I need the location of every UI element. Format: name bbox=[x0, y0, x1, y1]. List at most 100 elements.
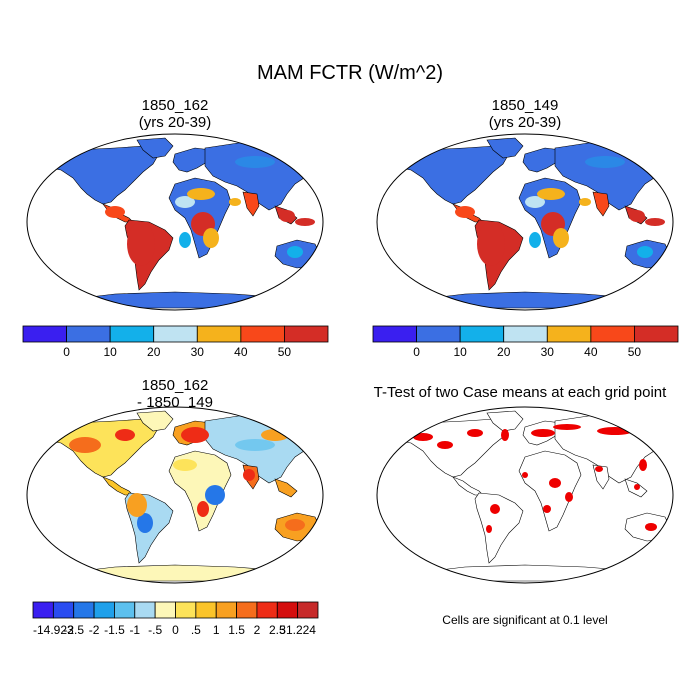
land-greenland bbox=[136, 410, 174, 432]
colorbar-tick-label: .5 bbox=[191, 623, 201, 637]
map-border bbox=[26, 133, 324, 311]
panel-title-line1: 1850_162 bbox=[141, 377, 209, 394]
field-region bbox=[537, 188, 565, 200]
panel-title-line2: (yrs 20-39) bbox=[488, 114, 562, 131]
field-region bbox=[235, 156, 275, 168]
colorbar-swatch bbox=[22, 325, 67, 343]
colorbar-swatch bbox=[256, 601, 278, 619]
field-region bbox=[639, 459, 647, 471]
field-region bbox=[179, 232, 191, 248]
colorbar-tick-label: -1.5 bbox=[104, 623, 125, 637]
colorbar-swatch bbox=[175, 601, 197, 619]
land-seAsia bbox=[274, 478, 298, 498]
colorbar-tick-label: 40 bbox=[234, 345, 248, 359]
colorbar-tick-label: 10 bbox=[103, 345, 117, 359]
colorbar-swatch bbox=[195, 601, 217, 619]
field-region bbox=[490, 504, 500, 514]
colorbar-swatch bbox=[109, 325, 155, 343]
colorbar-tick-label: 20 bbox=[147, 345, 161, 359]
panel-title-line2: (yrs 20-39) bbox=[138, 114, 212, 131]
map-border bbox=[376, 133, 674, 311]
colorbar-swatch bbox=[372, 325, 417, 343]
colorbar-swatch bbox=[93, 601, 115, 619]
field-region bbox=[127, 222, 155, 266]
panel-title-case1: 1850_162 (yrs 20-39) bbox=[25, 97, 325, 131]
field-region bbox=[634, 484, 640, 490]
field-region bbox=[69, 437, 101, 453]
colorbar-swatch bbox=[154, 601, 176, 619]
field-region bbox=[543, 505, 551, 513]
field-region bbox=[197, 501, 209, 517]
land-india bbox=[242, 191, 260, 217]
land-europe bbox=[172, 147, 212, 173]
field-region bbox=[115, 429, 135, 441]
colorbar-tick-label: 2.5 bbox=[269, 623, 286, 637]
field-region bbox=[553, 424, 581, 430]
figure-title: MAM FCTR (W/m^2) bbox=[256, 62, 443, 84]
panel-title-line1: 1850_149 bbox=[491, 97, 559, 114]
field-region bbox=[477, 222, 505, 266]
field-region bbox=[486, 525, 492, 533]
field-region bbox=[105, 206, 125, 218]
panel-title-diff: 1850_162 - 1850_149 bbox=[25, 377, 325, 411]
field-region bbox=[437, 441, 453, 449]
field-region bbox=[522, 472, 528, 478]
field-region bbox=[553, 228, 569, 248]
colorbar-tick-label: 20 bbox=[497, 345, 511, 359]
field-region bbox=[455, 206, 475, 218]
colorbar-tick-label: 50 bbox=[278, 345, 292, 359]
field-region bbox=[629, 210, 645, 222]
colorbar-case2: 0 10 20 30 40 50 bbox=[372, 325, 679, 359]
field-region bbox=[137, 513, 153, 533]
field-region bbox=[529, 232, 541, 248]
colorbar-tick-label: 2 bbox=[254, 623, 261, 637]
colorbar-swatch bbox=[503, 325, 548, 343]
map-border bbox=[376, 406, 674, 584]
colorbar-tick-label: 10 bbox=[453, 345, 467, 359]
colorbar-swatch bbox=[546, 325, 592, 343]
field-region bbox=[597, 427, 633, 435]
colorbar-swatch bbox=[459, 325, 505, 343]
field-region bbox=[645, 218, 665, 226]
colorbar-swatch bbox=[134, 601, 156, 619]
colorbar-tick-label: 50 bbox=[628, 345, 642, 359]
panel-title-line1: T-Test of two Case means at each grid po… bbox=[373, 384, 667, 401]
colorbar-tick-label: 0 bbox=[63, 345, 70, 359]
colorbar-tick-label: 1 bbox=[213, 623, 220, 637]
colorbar-tick-label: 30 bbox=[191, 345, 205, 359]
colorbar-tick-label: 0 bbox=[413, 345, 420, 359]
colorbar-swatch bbox=[153, 325, 198, 343]
map-panel-case2 bbox=[376, 133, 674, 311]
field-region bbox=[579, 198, 591, 206]
field-region bbox=[173, 459, 197, 471]
field-region bbox=[645, 523, 657, 531]
panel-title-line1: 1850_162 bbox=[141, 97, 209, 114]
land-africa bbox=[168, 450, 232, 532]
field-region bbox=[203, 228, 219, 248]
colorbar-tick-label: 40 bbox=[584, 345, 598, 359]
colorbar-swatch bbox=[114, 601, 136, 619]
significance-note: Cells are significant at 0.1 level bbox=[442, 613, 608, 627]
colorbar-tick-label: 31.224 bbox=[279, 623, 316, 637]
land-india bbox=[592, 191, 610, 217]
field-region bbox=[205, 485, 225, 505]
land-greenland bbox=[486, 137, 524, 159]
colorbar-tick-label: -1 bbox=[129, 623, 140, 637]
colorbar-tick-label: 0 bbox=[172, 623, 179, 637]
colorbar-swatch bbox=[297, 601, 319, 619]
land-southAmerica bbox=[474, 492, 524, 564]
colorbar-swatch bbox=[416, 325, 461, 343]
field-region bbox=[295, 218, 315, 226]
panel-title-line2: - 1850_149 bbox=[137, 394, 213, 411]
field-region bbox=[285, 519, 305, 531]
field-region bbox=[549, 478, 561, 488]
field-region bbox=[585, 156, 625, 168]
field-region bbox=[181, 427, 209, 443]
colorbar-swatch bbox=[215, 601, 237, 619]
field-region bbox=[565, 492, 573, 502]
colorbar-tick-label: -2 bbox=[89, 623, 100, 637]
panel-title-case2: 1850_149 (yrs 20-39) bbox=[375, 97, 675, 131]
colorbar-swatch bbox=[236, 601, 258, 619]
land-greenland bbox=[486, 410, 524, 432]
land-greenland bbox=[136, 137, 174, 159]
